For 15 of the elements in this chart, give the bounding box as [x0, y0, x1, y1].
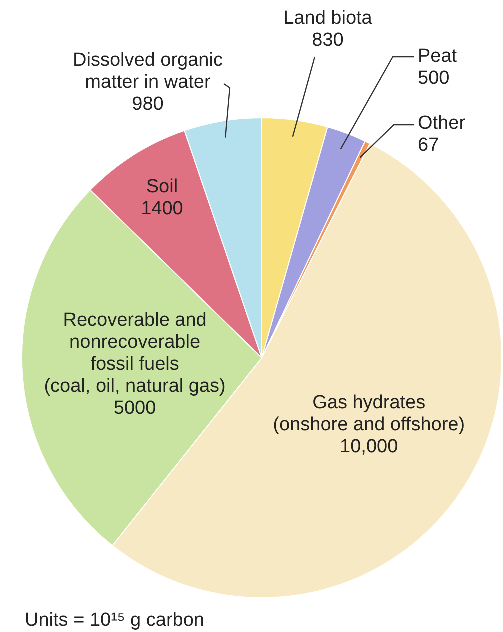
data-label: 67 — [418, 135, 440, 156]
slice-label: Other — [418, 113, 466, 134]
slice-label: Dissolved organic matter in water — [73, 50, 223, 93]
data-label: 980 — [132, 94, 164, 115]
slice-label: Land biota — [284, 8, 373, 29]
slice-label: Peat — [418, 46, 458, 67]
text: Units = 10¹⁵ g carbon — [25, 610, 204, 631]
data-label: 830 — [312, 30, 344, 51]
slice-label: Gas hydrates (onshore and offshore) — [273, 392, 466, 436]
data-label: 10,000 — [340, 436, 398, 458]
data-label: 5000 — [114, 398, 156, 419]
slice-label: Soil — [146, 176, 178, 198]
data-label: 500 — [418, 68, 450, 89]
slice-label: Recoverable and nonrecoverable fossil fuels (coal, oil, natural gas) — [44, 310, 226, 397]
data-label: 1400 — [141, 198, 184, 220]
